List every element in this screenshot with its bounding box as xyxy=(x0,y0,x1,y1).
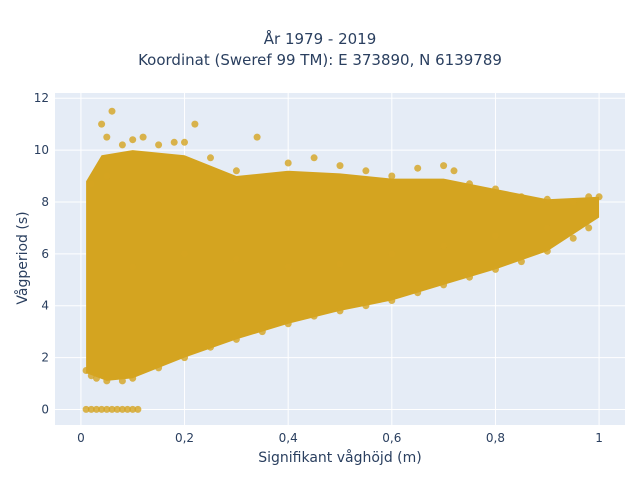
y-tick-label: 0 xyxy=(41,402,49,416)
scatter-point xyxy=(414,164,422,172)
scatter-point xyxy=(103,405,111,413)
x-axis-label: Signifikant våghöjd (m) xyxy=(258,449,421,466)
scatter-point xyxy=(543,195,551,203)
scatter-point xyxy=(362,167,370,175)
scatter-point xyxy=(336,260,344,268)
scatter-point xyxy=(543,224,551,232)
scatter-point xyxy=(93,405,100,413)
x-tick-label: 1 xyxy=(595,431,603,445)
scatter-point xyxy=(207,343,214,351)
scatter-point xyxy=(258,328,266,336)
y-tick-label: 6 xyxy=(41,247,49,261)
scatter-point xyxy=(232,255,240,263)
chart-title-line-1: År 1979 - 2019 xyxy=(263,30,377,48)
scatter-point xyxy=(362,302,370,310)
scatter-point xyxy=(129,136,137,144)
scatter-point xyxy=(129,405,137,413)
y-tick-label: 10 xyxy=(34,143,49,157)
scatter-point xyxy=(181,354,188,362)
scatter-point xyxy=(466,180,473,188)
scatter-point xyxy=(118,141,126,149)
scatter-point xyxy=(569,198,577,206)
y-tick-label: 12 xyxy=(34,91,49,105)
x-tick-label: 0,6 xyxy=(382,431,401,445)
scatter-point xyxy=(93,374,100,382)
scatter-point xyxy=(310,154,318,162)
scatter-point xyxy=(543,247,551,255)
scatter-point xyxy=(155,364,163,372)
scatter-point xyxy=(336,307,344,315)
scatter-point xyxy=(87,180,95,188)
scatter-point xyxy=(336,162,344,170)
scatter-point xyxy=(284,159,292,167)
scatter-point xyxy=(284,320,292,328)
scatter-point xyxy=(170,138,178,146)
scatter-point xyxy=(388,172,396,180)
y-tick-label: 4 xyxy=(41,299,49,313)
scatter-point xyxy=(191,120,199,128)
scatter-point xyxy=(129,263,137,271)
scatter-point xyxy=(113,405,121,413)
scatter-point xyxy=(207,154,214,162)
scatter-point xyxy=(82,367,90,374)
scatter-point xyxy=(108,107,116,115)
scatter-point xyxy=(124,405,131,413)
y-tick-label: 2 xyxy=(41,351,49,365)
scatter-point xyxy=(82,405,90,413)
scatter-point xyxy=(118,405,126,413)
scatter-point xyxy=(517,258,525,266)
scatter-point xyxy=(87,405,95,413)
scatter-point xyxy=(440,162,448,170)
chart-title-line-2: Koordinat (Sweref 99 TM): E 373890, N 61… xyxy=(138,51,502,69)
scatter-point xyxy=(388,297,396,304)
scatter-point xyxy=(585,193,593,201)
scatter-point xyxy=(569,234,577,242)
x-tick-label: 0,4 xyxy=(279,431,298,445)
scatter-point xyxy=(492,265,499,273)
scatter-point xyxy=(440,242,448,250)
scatter-point xyxy=(87,372,95,380)
scatter-point xyxy=(492,185,499,193)
scatter-point xyxy=(134,405,142,413)
scatter-point xyxy=(181,138,188,146)
scatter-point xyxy=(284,263,292,271)
scatter-point xyxy=(466,273,473,281)
scatter-point xyxy=(590,208,598,216)
scatter-point xyxy=(98,405,106,413)
scatter-point xyxy=(388,250,396,258)
x-tick-label: 0,2 xyxy=(175,431,194,445)
scatter-point xyxy=(129,374,137,382)
scatter-point xyxy=(232,335,240,343)
scatter-point xyxy=(450,167,458,175)
scatter-point xyxy=(98,120,106,128)
scatter-point xyxy=(118,377,126,385)
y-axis-label: Vågperiod (s) xyxy=(14,211,31,304)
scatter-point xyxy=(108,405,116,413)
scatter-point xyxy=(585,224,593,232)
scatter-point xyxy=(232,167,240,175)
points-layer xyxy=(82,107,603,413)
scatter-point xyxy=(414,289,422,297)
scatter-point xyxy=(595,193,603,201)
scatter-point xyxy=(253,133,261,141)
scatter-point xyxy=(492,232,499,240)
scatter-point xyxy=(517,193,525,201)
x-tick-label: 0,8 xyxy=(486,431,505,445)
scatter-point xyxy=(155,141,163,149)
scatter-point xyxy=(103,377,111,385)
scatter-point xyxy=(310,312,318,320)
scatter-point xyxy=(181,250,188,258)
y-tick-label: 8 xyxy=(41,195,49,209)
scatter-point xyxy=(103,133,111,141)
scatter-point xyxy=(440,281,448,289)
scatter-point xyxy=(103,172,111,180)
x-tick-label: 0 xyxy=(77,431,85,445)
scatter-point xyxy=(139,133,147,141)
